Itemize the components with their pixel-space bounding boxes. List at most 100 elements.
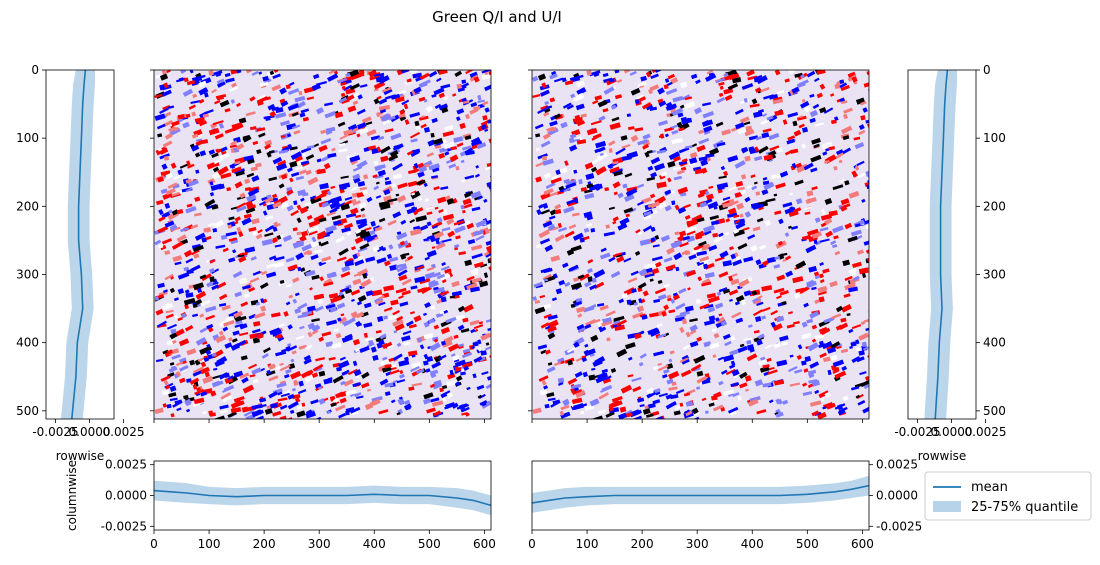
left-image-pixel — [384, 391, 391, 397]
right-image-pixel — [612, 253, 619, 258]
left-image-pixel — [323, 281, 334, 287]
right-image-pixel — [858, 267, 869, 275]
right-image-pixel — [703, 263, 709, 269]
left-image-pixel — [430, 175, 439, 179]
right-image-pixel — [550, 400, 561, 408]
left-image-pixel — [376, 299, 384, 305]
right-image-pixel — [860, 100, 867, 106]
left-image-pixel — [264, 408, 273, 415]
right-image-pixel — [849, 345, 853, 350]
right-image-pixel — [841, 147, 852, 155]
left-image-pixel — [167, 182, 178, 189]
right-image-pixel — [576, 120, 586, 127]
left-image-pixel — [243, 293, 250, 299]
left-image-pixel — [485, 243, 491, 252]
left-image-pixel — [186, 203, 193, 208]
right-image-pixel — [674, 231, 680, 236]
right-image-pixel — [791, 162, 797, 169]
left-image-pixel — [346, 94, 355, 101]
left-image-pixel — [462, 317, 469, 323]
right-image-pixel — [655, 70, 662, 73]
left-image-pixel — [340, 380, 346, 386]
left-image-pixel — [186, 80, 196, 86]
left-image-pixel — [236, 227, 242, 233]
right-image-pixel — [730, 360, 736, 367]
left-image-pixel — [338, 291, 344, 297]
left-image-pixel — [239, 332, 249, 337]
right-image-pixel — [793, 321, 800, 325]
left-image-pixel — [461, 352, 473, 359]
left-image-pixel — [412, 72, 423, 79]
left-image-pixel — [247, 187, 260, 197]
left-image-pixel — [426, 206, 434, 211]
right-image-pixel — [848, 267, 857, 274]
right-image-pixel — [666, 378, 674, 385]
right-image-pixel — [745, 125, 753, 132]
left-image-pixel — [378, 409, 389, 415]
right-image-pixel — [632, 311, 644, 319]
right-image-pixel — [818, 296, 825, 303]
right-image-pixel — [823, 317, 833, 324]
left-image-pixel — [463, 100, 470, 104]
left-image-pixel — [269, 70, 275, 76]
right-image-pixel — [656, 181, 667, 189]
right-image-pixel — [830, 240, 837, 245]
left-image-pixel — [463, 147, 474, 155]
left-image-pixel — [352, 381, 362, 388]
right-image-pixel — [841, 100, 848, 104]
left-image-pixel — [457, 324, 465, 331]
right-image-pixel — [668, 386, 678, 391]
left-image-pixel — [487, 326, 491, 332]
left-image-pixel — [326, 190, 332, 196]
left-image-pixel — [482, 115, 488, 121]
left-image-pixel — [487, 224, 491, 230]
left-image-pixel — [312, 363, 324, 372]
left-image-pixel — [428, 318, 435, 324]
left-image-pixel — [471, 206, 481, 212]
left-image-pixel — [286, 133, 291, 138]
left-image-pixel — [228, 237, 238, 242]
right-image-pixel — [595, 165, 607, 176]
right-image-pixel — [739, 343, 745, 348]
right-image-pixel — [814, 271, 820, 277]
left-image-pixel — [476, 384, 485, 391]
left-image-pixel — [378, 75, 390, 85]
left-image-pixel — [218, 330, 224, 336]
left-image-pixel — [205, 349, 212, 356]
right-image-pixel — [646, 391, 656, 399]
right-image-pixel — [615, 147, 626, 155]
left-image-pixel — [380, 205, 391, 211]
right-image-pixel — [821, 141, 833, 150]
left-image-frame — [153, 69, 492, 420]
left-image-pixel — [251, 404, 263, 410]
left-image-pixel — [208, 149, 216, 155]
left-image-pixel — [361, 116, 372, 124]
right-image-pixel — [675, 302, 686, 310]
left-image-pixel — [296, 217, 302, 224]
right-image-pixel — [598, 326, 604, 333]
right-image-pixel — [658, 120, 668, 127]
right-image-pixel — [801, 360, 807, 366]
left-image-pixel — [484, 165, 491, 171]
right-image-pixel — [748, 324, 753, 328]
right-image-pixel — [756, 74, 763, 79]
left-image-pixel — [344, 288, 353, 295]
right-image-pixel — [637, 201, 644, 206]
left-image-pixel — [299, 325, 305, 330]
left-image-pixel — [393, 173, 403, 180]
left-image-pixel — [296, 410, 306, 418]
left-image-pixel — [304, 344, 313, 350]
left-image-pixel — [229, 86, 239, 92]
left-image-pixel — [459, 151, 466, 157]
left-image-pixel — [466, 282, 478, 291]
left-image-pixel — [352, 410, 359, 416]
right-image-pixel — [860, 115, 866, 121]
left-image-pixel — [238, 117, 247, 124]
right-image-pixel — [642, 133, 651, 140]
left-image-pixel — [198, 139, 209, 145]
left-image-pixel — [485, 318, 491, 323]
right-image-pixel — [534, 300, 540, 304]
left-image-pixel — [250, 166, 258, 172]
left-image-pixel — [435, 232, 442, 239]
right-image-pixel — [535, 133, 541, 138]
